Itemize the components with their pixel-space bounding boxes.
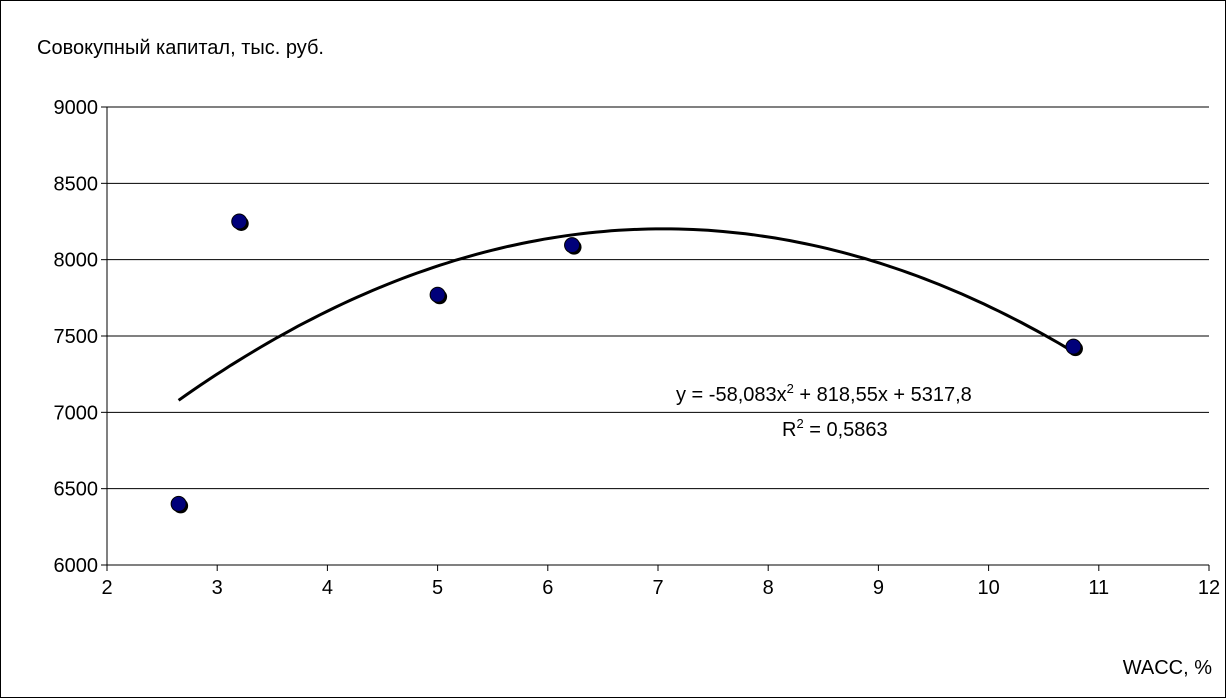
data-points (170, 213, 1083, 514)
x-tick-label-3: 5 (432, 577, 443, 599)
y-tick-label-1: 6500 (54, 479, 99, 501)
y-tick-label-4: 8000 (54, 250, 99, 272)
data-point-0 (170, 495, 189, 514)
axes (101, 106, 1210, 571)
y-tick-label-0: 6000 (54, 555, 99, 577)
x-tick-label-7: 9 (873, 577, 884, 599)
r2-exponent: 2 (796, 416, 804, 431)
x-tick-label-10: 12 (1198, 577, 1220, 599)
trendline-equation: y = -58,083x2 + 818,55x + 5317,8 (676, 381, 972, 407)
r2-suffix: = 0,5863 (803, 419, 888, 441)
data-point-2 (429, 286, 448, 305)
data-point-4 (1065, 338, 1083, 357)
r2-prefix: R (782, 419, 797, 441)
x-tick-label-9: 11 (1088, 577, 1109, 599)
x-tick-label-2: 4 (322, 577, 333, 599)
tick-labels: 6000 6500 7000 7500 8000 8500 9000 2 3 4 5 6 7 8 9 10 11… (54, 97, 1221, 599)
x-tick-label-0: 2 (101, 577, 112, 599)
gridlines (107, 106, 1209, 490)
y-tick-label-2: 7000 (54, 402, 99, 424)
y-axis-title: Совокупный капитал, тыс. руб. (37, 37, 324, 59)
x-tick-label-4: 6 (542, 577, 553, 599)
equation-suffix: + 818,55x + 5317,8 (793, 384, 972, 406)
x-tick-label-6: 8 (763, 577, 774, 599)
equation-prefix: y = -58,083x (676, 384, 787, 406)
trendline (177, 227, 1075, 402)
r-squared-label: R2 = 0,5863 (782, 416, 888, 442)
x-axis-title: WACC, % (1122, 657, 1212, 679)
x-tick-label-1: 3 (212, 577, 223, 599)
data-point-3 (564, 237, 582, 255)
equation-exponent: 2 (786, 381, 794, 396)
y-tick-label-5: 8500 (54, 173, 99, 195)
y-tick-label-3: 7500 (54, 326, 99, 348)
x-tick-label-8: 10 (977, 577, 999, 599)
y-tick-label-6: 9000 (54, 97, 99, 119)
data-point-1 (231, 213, 249, 231)
x-tick-label-5: 7 (652, 577, 663, 599)
